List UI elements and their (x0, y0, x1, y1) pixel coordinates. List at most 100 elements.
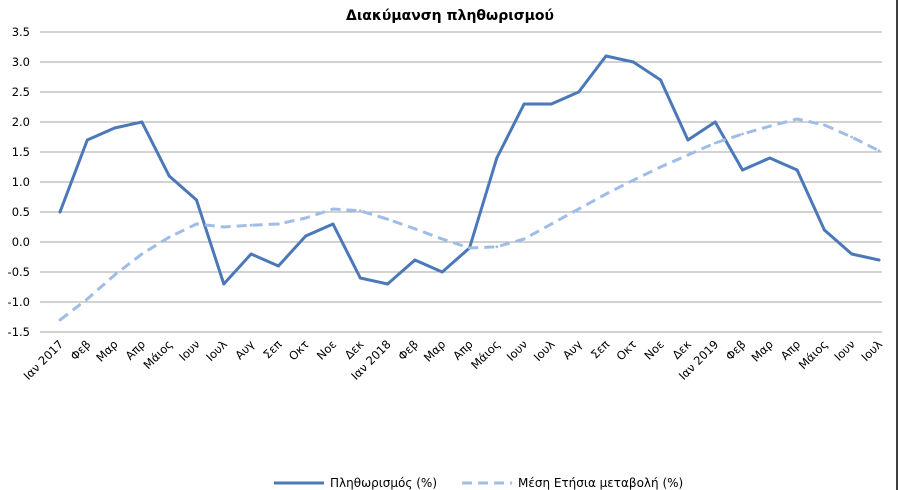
x-tick-label: Ιουν (176, 337, 203, 364)
data-point (659, 78, 662, 82)
legend: Πληθωρισμός (%) Μέση Ετήσια μεταβολή (%) (274, 476, 683, 490)
data-point (222, 225, 226, 229)
data-point (577, 207, 581, 211)
gridlines (40, 31, 882, 333)
x-tick-label: Μαρ (93, 337, 120, 364)
data-point (823, 123, 826, 127)
x-tick-label: Οκτ (613, 337, 639, 363)
data-point (195, 198, 198, 202)
data-point (413, 258, 417, 262)
data-point (58, 318, 62, 322)
y-tick-label: 3.0 (12, 55, 30, 69)
y-tick-label: 0.0 (12, 235, 30, 249)
data-point (440, 237, 444, 241)
x-tick-label: Φεβ (395, 337, 421, 363)
x-tick-label: Οκτ (286, 337, 312, 363)
data-point (495, 156, 499, 160)
y-tick-label: -1.0 (8, 295, 30, 309)
x-tick-label: Φεβ (723, 337, 749, 363)
data-point (277, 222, 280, 226)
x-tick-label: Νοε (641, 337, 666, 362)
data-point (713, 141, 717, 145)
data-point (877, 258, 881, 262)
y-tick-label: 2.0 (12, 115, 30, 129)
data-point (113, 126, 116, 130)
data-point (304, 234, 308, 238)
data-point (304, 216, 308, 220)
data-point (331, 207, 335, 211)
data-point (577, 90, 581, 94)
data-point (113, 273, 116, 277)
legend-label: Μέση Ετήσια μεταβολή (%) (518, 476, 683, 490)
data-point (850, 135, 854, 139)
x-tick-label: Ιουλ (858, 337, 885, 364)
chart-title: Διακύμανση πληθωρισμού (346, 8, 554, 24)
data-point (140, 252, 144, 256)
x-tick-label: Φεβ (68, 337, 94, 363)
x-tick-label: Ιουν (504, 337, 531, 364)
data-point (522, 102, 526, 106)
data-point (140, 120, 144, 124)
y-tick-label: 3.5 (12, 25, 30, 39)
x-tick-label: Αυγ (560, 337, 585, 362)
x-tick-label: Αυγ (232, 337, 257, 362)
series-1 (58, 54, 881, 286)
data-point (713, 120, 717, 124)
data-point (795, 117, 799, 121)
data-point (877, 149, 881, 153)
data-point (631, 60, 635, 64)
data-point (604, 54, 608, 58)
x-tick-label: Μαρ (748, 337, 775, 364)
data-point (768, 156, 772, 160)
x-tick-label: Ιουν (831, 337, 858, 364)
data-point (386, 217, 389, 221)
x-tick-label: Νοε (314, 337, 339, 362)
data-point (358, 276, 362, 280)
data-point (58, 210, 62, 214)
data-point (249, 223, 253, 227)
y-tick-label: 1.5 (12, 145, 30, 159)
data-point (686, 153, 690, 157)
data-point (85, 297, 89, 301)
data-point (550, 102, 553, 106)
y-axis-tick-labels: -1.5 -1.0 -0.5 0.0 0.5 1.0 1.5 2.0 2.5 3.0 3.5 (8, 25, 30, 339)
data-point (195, 222, 198, 226)
data-point (495, 245, 499, 249)
y-tick-label: -1.5 (8, 325, 30, 339)
y-tick-label: 1.0 (12, 175, 30, 189)
data-point (604, 192, 608, 196)
series-line (58, 54, 881, 286)
data-point (795, 168, 799, 172)
data-point (386, 282, 389, 286)
x-tick-label: Μάιος (796, 337, 831, 372)
data-point (550, 222, 553, 226)
data-point (222, 282, 226, 286)
data-point (167, 174, 171, 178)
data-point (522, 237, 526, 241)
x-tick-label: Ιουλ (531, 337, 558, 364)
data-point (631, 178, 635, 182)
x-tick-label: Σεπ (588, 337, 612, 361)
y-tick-label: 2.5 (12, 85, 30, 99)
x-tick-label: Σεπ (260, 337, 284, 361)
frame-border (896, 0, 898, 490)
x-tick-label: Μάιος (141, 337, 176, 372)
data-point (741, 168, 744, 172)
data-point (823, 228, 826, 232)
x-tick-label: Μάιος (468, 337, 503, 372)
series-lines (58, 54, 881, 322)
data-point (850, 252, 854, 256)
legend-label: Πληθωρισμός (%) (330, 476, 437, 490)
data-point (249, 252, 253, 256)
series-2 (58, 117, 881, 322)
data-point (686, 138, 690, 142)
x-tick-label: Μαρ (421, 337, 448, 364)
data-point (741, 132, 744, 136)
data-point (277, 264, 280, 268)
data-point (440, 270, 444, 274)
data-point (167, 235, 171, 239)
data-point (358, 209, 362, 213)
data-point (468, 246, 471, 250)
x-tick-label: Ιουλ (203, 337, 230, 364)
